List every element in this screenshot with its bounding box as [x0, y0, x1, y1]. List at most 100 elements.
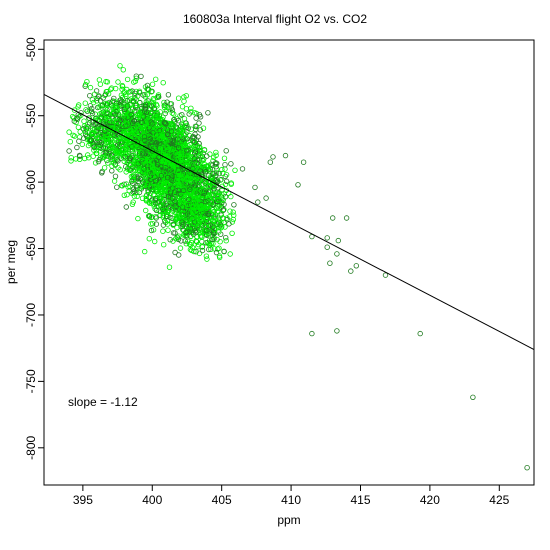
data-point — [124, 191, 130, 198]
data-point — [119, 98, 125, 104]
data-point — [150, 97, 157, 103]
data-point — [165, 193, 171, 200]
data-point — [213, 249, 220, 256]
data-point — [178, 155, 184, 162]
data-point — [109, 168, 115, 174]
data-point — [99, 103, 105, 109]
data-point — [153, 221, 160, 227]
data-point — [119, 83, 126, 90]
data-point — [95, 116, 102, 123]
data-point — [197, 127, 203, 133]
data-point — [133, 165, 139, 171]
data-point — [192, 165, 199, 171]
data-point — [219, 166, 225, 173]
data-point — [200, 220, 207, 226]
data-point — [135, 215, 141, 222]
data-point — [163, 213, 170, 219]
data-point — [147, 110, 154, 116]
data-point — [87, 84, 94, 91]
x-tick-label: 405 — [212, 493, 232, 507]
data-point — [155, 167, 161, 173]
data-point — [152, 206, 158, 212]
data-point — [99, 170, 105, 176]
data-point — [125, 118, 131, 124]
data-point — [218, 191, 225, 197]
data-point — [223, 148, 229, 154]
data-point — [114, 123, 120, 129]
data-point — [157, 133, 163, 139]
data-point — [108, 85, 115, 91]
data-point — [115, 111, 122, 117]
data-point — [148, 227, 155, 234]
data-point — [184, 222, 191, 228]
data-point — [75, 124, 82, 130]
outlier-point — [270, 154, 276, 160]
data-point — [199, 247, 206, 254]
data-point — [120, 67, 126, 73]
data-point — [152, 178, 159, 184]
data-point — [203, 198, 209, 205]
data-point — [165, 131, 171, 137]
data-point — [153, 140, 160, 146]
data-point — [122, 153, 128, 160]
data-point — [145, 86, 151, 92]
data-point — [216, 217, 223, 223]
data-point — [155, 94, 162, 100]
data-point — [192, 131, 198, 137]
data-point — [175, 157, 181, 163]
outlier-point — [524, 465, 530, 471]
data-point — [68, 154, 74, 161]
data-point — [165, 146, 171, 153]
x-tick-label: 395 — [73, 493, 93, 507]
data-point — [184, 188, 190, 194]
outlier-point — [327, 260, 333, 266]
data-point — [155, 161, 161, 168]
data-point — [151, 238, 158, 245]
data-point — [222, 173, 228, 180]
data-point — [189, 244, 196, 251]
data-point — [169, 107, 176, 113]
data-point — [190, 209, 197, 215]
data-point — [109, 163, 115, 169]
data-point — [142, 175, 148, 181]
data-point — [108, 86, 114, 92]
data-point — [193, 204, 199, 210]
outlier-point — [252, 184, 258, 191]
data-point — [139, 168, 146, 174]
data-point — [172, 249, 178, 256]
data-point — [195, 180, 202, 186]
data-point — [193, 161, 200, 168]
data-point — [175, 139, 182, 145]
data-point — [137, 129, 144, 136]
data-point — [117, 136, 123, 142]
outlier-point — [335, 237, 341, 244]
data-point — [176, 133, 183, 139]
data-point — [123, 110, 129, 116]
data-point — [136, 123, 142, 130]
x-tick-label: 420 — [420, 493, 440, 507]
data-point — [188, 126, 194, 132]
data-point — [129, 177, 135, 183]
data-point — [157, 181, 164, 188]
data-point — [223, 237, 229, 244]
data-point — [196, 112, 203, 118]
data-point — [187, 186, 193, 193]
data-point — [131, 188, 138, 194]
data-point — [158, 193, 165, 199]
data-point — [175, 187, 181, 193]
data-point — [181, 98, 187, 104]
data-point — [232, 167, 238, 173]
data-point — [144, 101, 150, 107]
data-point — [115, 79, 121, 85]
data-point — [157, 109, 163, 115]
data-point — [169, 120, 175, 127]
data-point — [66, 129, 72, 135]
data-points — [66, 63, 530, 471]
data-point — [95, 158, 102, 165]
data-point — [123, 91, 129, 98]
data-point — [222, 224, 228, 230]
data-point — [192, 228, 198, 234]
data-point — [174, 136, 181, 142]
data-point — [115, 165, 121, 171]
data-point — [70, 132, 76, 138]
